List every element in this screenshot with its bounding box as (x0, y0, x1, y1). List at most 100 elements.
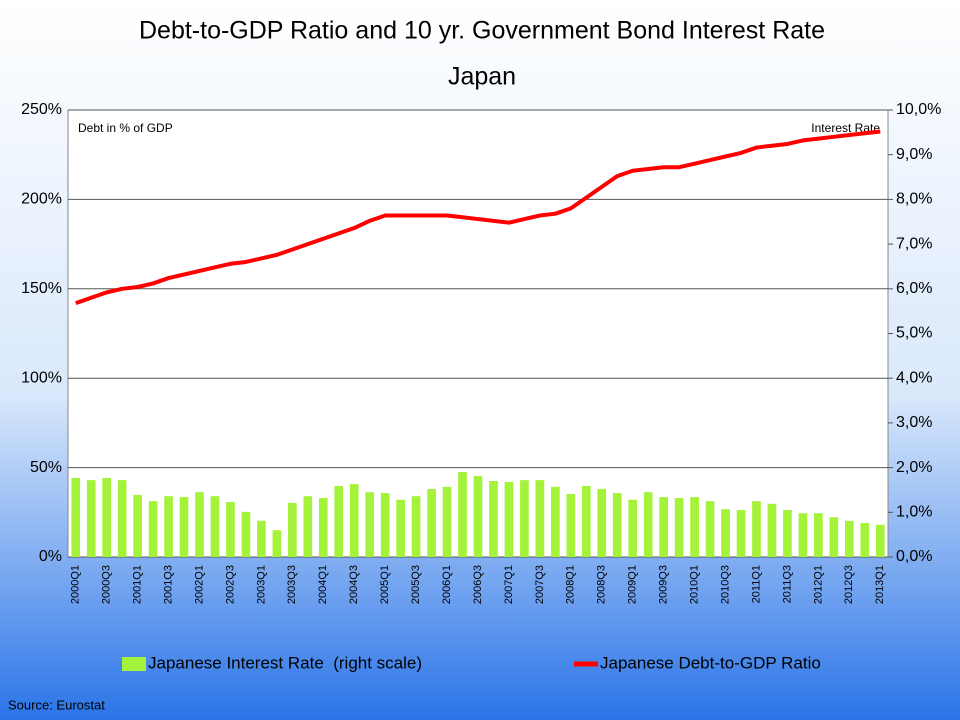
bar (86, 480, 96, 557)
annotation: Debt in % of GDP (78, 121, 173, 135)
x-tick-label: 2012Q1 (812, 565, 824, 604)
x-tick-label: 2005Q1 (379, 565, 391, 604)
legend-label: Japanese Debt-to-GDP Ratio (600, 653, 821, 672)
bar (473, 476, 483, 557)
x-tick-label: 2000Q1 (70, 565, 82, 604)
bar (783, 510, 792, 557)
bar (411, 496, 421, 557)
bar (489, 481, 498, 557)
chart-title: Debt-to-GDP Ratio and 10 yr. Government … (139, 17, 825, 45)
bar (752, 501, 761, 557)
x-tick-label: 2006Q1 (441, 565, 453, 604)
y2-tick-label: 8,0% (896, 191, 932, 208)
bar (721, 509, 730, 557)
bar (288, 502, 297, 557)
bar (241, 511, 251, 557)
bar (597, 489, 607, 557)
y2-tick-label: 0,0% (896, 548, 932, 565)
y-tick-label: 150% (21, 280, 62, 297)
x-tick-label: 2005Q3 (410, 565, 422, 604)
bar (690, 497, 699, 557)
y2-tick-label: 9,0% (896, 146, 932, 163)
x-tick-label: 2003Q1 (255, 565, 267, 604)
y2-tick-label: 5,0% (896, 325, 932, 342)
bar (349, 484, 359, 557)
bar (643, 492, 653, 557)
bar (798, 513, 808, 557)
bar (659, 497, 668, 557)
y2-tick-label: 4,0% (896, 369, 932, 386)
legend-label: Japanese Interest Rate (right scale) (148, 653, 422, 672)
bar (380, 493, 390, 557)
bar (767, 503, 777, 557)
bar (442, 486, 452, 557)
y-tick-label: 50% (30, 459, 62, 476)
bar (427, 489, 436, 557)
bar (875, 524, 885, 557)
x-tick-label: 2006Q3 (472, 565, 484, 604)
bar (458, 472, 467, 557)
x-tick-label: 2009Q3 (658, 565, 670, 604)
bar (736, 510, 746, 557)
bar (535, 480, 545, 557)
y2-tick-label: 6,0% (896, 280, 932, 297)
x-tick-label: 2004Q1 (317, 565, 329, 604)
bar (860, 523, 870, 557)
bar (628, 499, 638, 557)
bar (520, 480, 529, 557)
bar (674, 497, 684, 557)
bar (226, 502, 235, 557)
bar (195, 492, 204, 557)
x-tick-label: 2000Q3 (101, 565, 113, 604)
x-tick-label: 2013Q1 (874, 565, 886, 604)
x-tick-label: 2001Q3 (162, 565, 174, 604)
bar (581, 485, 591, 557)
line (75, 129, 881, 305)
bar (844, 520, 854, 557)
x-tick-label: 2004Q3 (348, 565, 360, 604)
y2-tick-label: 3,0% (896, 414, 932, 431)
x-tick-label: 2009Q1 (627, 565, 639, 604)
bar (551, 486, 560, 557)
x-tick-label: 2012Q3 (843, 565, 855, 604)
bar (164, 496, 173, 557)
bar (504, 481, 514, 557)
bar (210, 496, 220, 557)
bar (133, 494, 142, 557)
bar (117, 480, 127, 557)
x-tick-label: 2010Q3 (719, 565, 731, 604)
bar (396, 499, 405, 557)
bar (318, 497, 328, 557)
bar (612, 493, 622, 557)
y2-tick-label: 1,0% (896, 504, 932, 521)
bar (303, 496, 313, 557)
y-tick-label: 200% (21, 191, 62, 208)
y-tick-label: 100% (21, 369, 62, 386)
chart-subtitle: Japan (448, 63, 516, 91)
bar (71, 477, 81, 557)
x-tick-label: 2007Q1 (503, 565, 515, 604)
x-tick-label: 2008Q1 (565, 565, 577, 604)
x-tick-label: 2010Q1 (689, 565, 701, 604)
bar (334, 485, 344, 557)
y2-tick-label: 2,0% (896, 459, 932, 476)
y-tick-label: 250% (21, 101, 62, 118)
x-tick-label: 2001Q1 (132, 565, 144, 604)
bar (829, 517, 839, 557)
source: Source: Eurostat (8, 697, 105, 712)
bar (257, 520, 266, 557)
x-tick-label: 2002Q3 (224, 565, 236, 604)
x-tick-label: 2002Q1 (193, 565, 205, 604)
bar (814, 513, 823, 557)
bar (566, 493, 576, 557)
y2-tick-label: 7,0% (896, 235, 932, 252)
x-tick-label: 2007Q3 (534, 565, 546, 604)
x-tick-label: 2011Q1 (750, 565, 762, 603)
bar (272, 530, 282, 557)
bar (148, 501, 158, 557)
bar (179, 497, 189, 557)
x-tick-label: 2011Q3 (781, 565, 793, 603)
x-tick-label: 2003Q3 (286, 565, 298, 604)
